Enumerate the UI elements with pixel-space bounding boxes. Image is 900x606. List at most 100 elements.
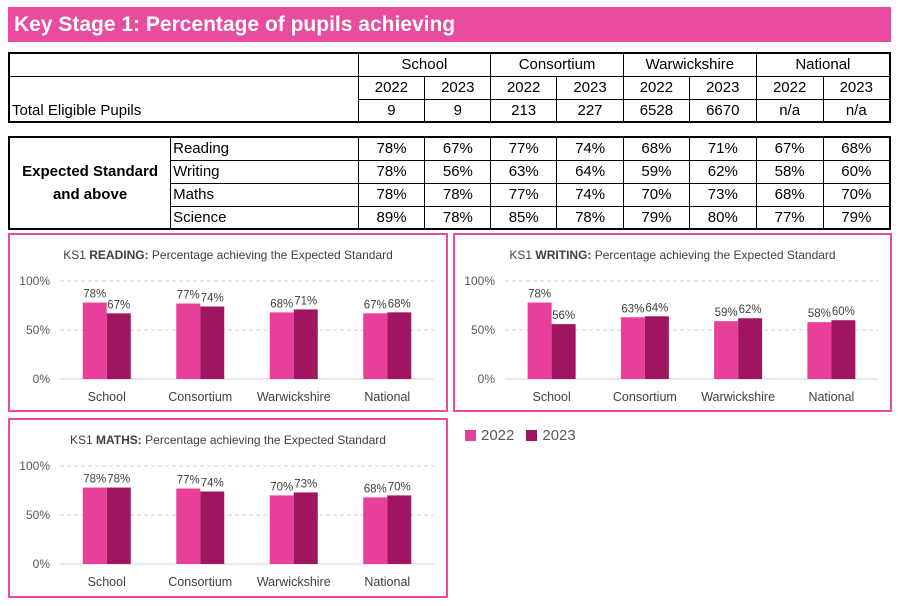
year-header: 2022 [755, 75, 824, 100]
category-label: School [88, 575, 126, 589]
score-cell: 79% [822, 205, 891, 230]
score-cell: 78% [357, 159, 426, 184]
score-cell: 79% [623, 205, 690, 230]
y-tick-label: 0% [33, 557, 51, 571]
data-label: 63% [621, 303, 644, 315]
data-label: 56% [552, 310, 575, 322]
score-cell: 78% [424, 182, 492, 207]
score-cell: 58% [755, 159, 824, 184]
category-label: National [364, 390, 410, 404]
data-label: 59% [715, 307, 738, 319]
data-label: 60% [832, 306, 855, 318]
bar-2023 [738, 318, 763, 379]
score-cell: 62% [688, 159, 757, 184]
eligible-label: Total Eligible Pupils [7, 99, 359, 123]
writing-chart-panel: KS1 WRITING: Percentage achieving the Ex… [453, 233, 892, 412]
group-header: National [755, 52, 891, 77]
chart-title: KS1 WRITING: Percentage achieving the Ex… [509, 248, 835, 262]
score-cell: 56% [424, 159, 492, 184]
bar-2022 [82, 487, 107, 564]
score-cell: 67% [424, 136, 492, 161]
subject-label: Writing [170, 159, 359, 184]
bar-2023 [387, 495, 412, 564]
year-header: 2022 [357, 75, 426, 100]
eligible-value: 213 [490, 98, 558, 123]
bar-2022 [176, 303, 201, 379]
data-label: 70% [270, 481, 293, 493]
bar-2022 [176, 488, 201, 564]
score-cell: 67% [755, 136, 824, 161]
bar-2022 [82, 302, 107, 379]
score-cell: 78% [357, 182, 426, 207]
data-label: 68% [364, 483, 387, 495]
score-cell: 63% [490, 159, 558, 184]
page-title: Key Stage 1: Percentage of pupils achiev… [8, 7, 891, 42]
score-cell: 80% [688, 205, 757, 230]
data-label: 62% [739, 304, 762, 316]
data-label: 78% [528, 289, 551, 301]
score-cell: 77% [755, 205, 824, 230]
data-label: 74% [201, 292, 224, 304]
category-label: Warwickshire [257, 575, 331, 589]
eligible-value: n/a [822, 98, 891, 123]
category-label: National [364, 575, 410, 589]
bar-2022 [807, 322, 832, 379]
y-tick-label: 50% [26, 323, 50, 337]
blank-cell [7, 76, 359, 99]
expected-standard-label: Expected Standard and above [8, 136, 172, 230]
chart-title: KS1 READING: Percentage achieving the Ex… [63, 248, 393, 262]
maths-chart: KS1 MATHS: Percentage achieving the Expe… [19, 433, 434, 589]
year-header: 2023 [556, 75, 624, 100]
y-tick-label: 100% [464, 274, 495, 288]
y-tick-label: 100% [19, 274, 50, 288]
category-label: National [808, 390, 854, 404]
bar-2022 [527, 302, 552, 379]
score-cell: 71% [688, 136, 757, 161]
group-header: Consortium [490, 52, 624, 77]
legend-label: 2022 [481, 427, 515, 444]
expected-standard-table: Expected Standard and above Reading 78% … [8, 136, 891, 230]
group-header: Warwickshire [622, 52, 757, 77]
data-label: 67% [107, 299, 130, 311]
subject-label: Science [170, 205, 359, 230]
bar-2023 [551, 324, 576, 379]
bar-2023 [293, 492, 318, 564]
score-cell: 78% [357, 136, 426, 161]
bar-2023 [106, 313, 131, 379]
reading-chart: KS1 READING: Percentage achieving the Ex… [19, 248, 434, 404]
bar-2023 [200, 306, 225, 379]
data-label: 68% [270, 298, 293, 310]
score-cell: 59% [623, 159, 690, 184]
y-tick-label: 50% [26, 508, 50, 522]
category-label: Warwickshire [257, 390, 331, 404]
score-cell: 78% [424, 205, 492, 230]
reading-chart-panel: KS1 READING: Percentage achieving the Ex… [8, 233, 448, 412]
eligible-value: 9 [424, 98, 492, 123]
bar-2023 [106, 487, 131, 564]
score-cell: 60% [822, 159, 891, 184]
data-label: 70% [388, 481, 411, 493]
eligible-value: 6528 [622, 98, 690, 123]
data-label: 77% [177, 475, 200, 487]
bar-2023 [293, 309, 318, 379]
year-header: 2022 [490, 75, 558, 100]
bar-2022 [363, 313, 388, 379]
data-label: 78% [83, 289, 106, 301]
group-header: School [357, 52, 492, 77]
data-label: 73% [294, 478, 317, 490]
score-cell: 89% [357, 205, 426, 230]
score-cell: 70% [623, 182, 690, 207]
score-cell: 85% [490, 205, 558, 230]
subject-label: Maths [170, 182, 359, 207]
bar-2022 [269, 312, 294, 379]
writing-chart: KS1 WRITING: Percentage achieving the Ex… [464, 248, 878, 404]
category-label: School [88, 390, 126, 404]
legend-swatch [526, 430, 538, 441]
legend-item-2023: 2023 [526, 427, 576, 444]
score-cell: 64% [556, 159, 625, 184]
legend-swatch [465, 430, 476, 441]
eligible-pupils-table: School Consortium Warwickshire National … [7, 52, 891, 123]
bar-2022 [714, 321, 739, 379]
legend-item-2022: 2022 [465, 427, 514, 444]
data-label: 58% [808, 308, 831, 320]
